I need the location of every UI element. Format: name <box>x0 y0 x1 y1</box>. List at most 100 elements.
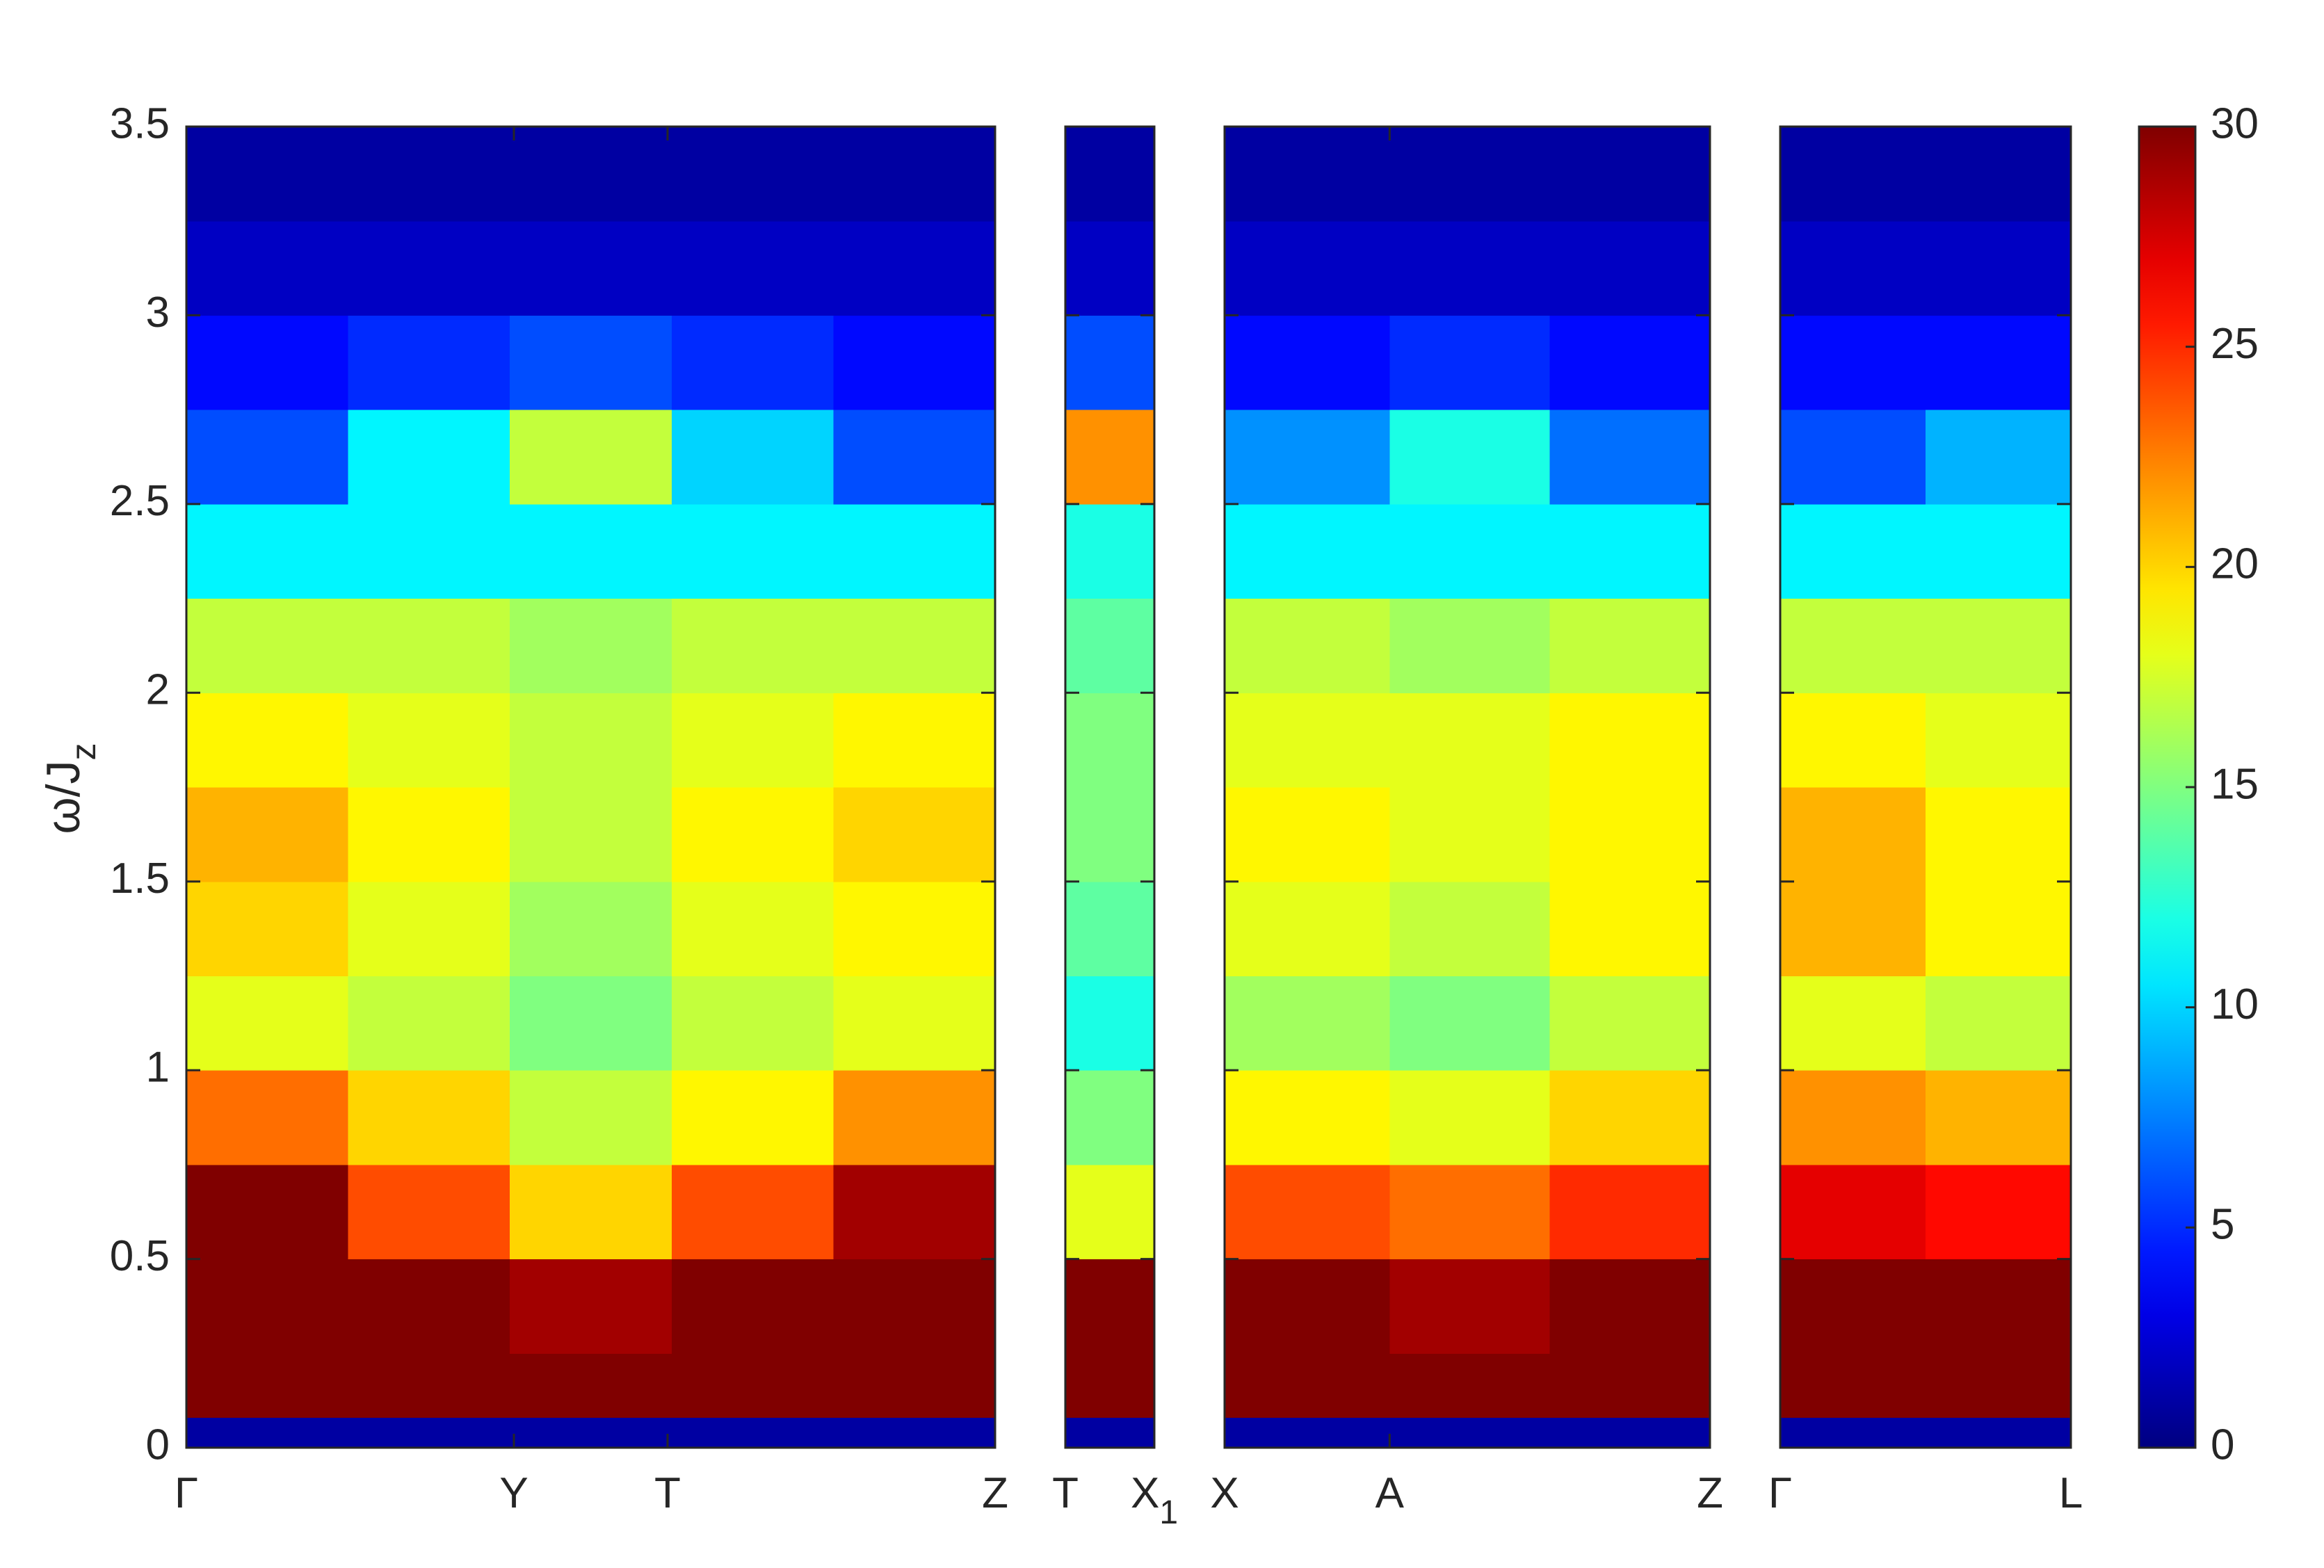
heatmap-cell <box>1780 315 1926 410</box>
heatmap-cell <box>348 1164 510 1260</box>
heatmap-cell <box>510 1353 672 1419</box>
heatmap-cell <box>186 503 349 599</box>
colorbar-tick-label: 20 <box>2211 540 2259 588</box>
heatmap-cell <box>1780 598 1926 693</box>
heatmap-cell <box>671 598 834 693</box>
heatmap-cell <box>833 1164 996 1260</box>
x-tick-label: A <box>1375 1469 1405 1517</box>
heatmap-cell <box>1926 1259 2072 1354</box>
x-tick-label-text: X <box>1210 1469 1238 1517</box>
heatmap-cell <box>1549 1070 1711 1165</box>
heatmap-cell <box>510 315 672 410</box>
y-tick-label: 0 <box>146 1421 170 1469</box>
x-tick-label: X1 <box>1131 1469 1178 1531</box>
heatmap-cell <box>348 598 510 693</box>
heatmap-cell <box>510 220 672 316</box>
heatmap-cell <box>186 220 349 316</box>
heatmap-cell <box>348 1353 510 1419</box>
heatmap-cell <box>1065 315 1155 410</box>
heatmap-cell <box>1780 1417 1926 1448</box>
heatmap-cell <box>1549 220 1711 316</box>
heatmap-cell <box>1389 1070 1551 1165</box>
heatmap-cell <box>833 315 996 410</box>
heatmap-cell <box>1780 881 1926 977</box>
heatmap-cell <box>1065 1259 1155 1354</box>
heatmap-cell <box>348 503 510 599</box>
heatmap-cell <box>671 1417 834 1448</box>
heatmap-cell <box>1389 976 1551 1071</box>
heatmap-cell <box>1065 1070 1155 1165</box>
heatmap-cell <box>1549 315 1711 410</box>
heatmap-cell <box>1225 881 1390 977</box>
heatmap-cell <box>186 315 349 410</box>
heatmap-cell <box>1549 881 1711 977</box>
heatmap-cell <box>510 787 672 882</box>
panel-frame <box>1779 125 2072 1449</box>
heatmap-cell <box>1225 1353 1390 1419</box>
heatmap-cell <box>1225 1259 1390 1354</box>
heatmap-cell <box>348 787 510 882</box>
heatmap-cell <box>510 693 672 788</box>
x-tick-label-text: T <box>1052 1469 1079 1517</box>
heatmap-cell <box>1225 503 1390 599</box>
heatmap-cell <box>1549 787 1711 882</box>
colorbar-tick-label: 15 <box>2211 760 2259 808</box>
heatmap-cell <box>1389 220 1551 316</box>
heatmap-cell <box>186 598 349 693</box>
x-tick-label-text: T <box>654 1469 681 1517</box>
heatmap-cell <box>510 1417 672 1448</box>
heatmap-cell <box>1780 410 1926 505</box>
heatmap-cell <box>833 976 996 1071</box>
heatmap-cell <box>186 1259 349 1354</box>
y-axis-label: ω/Jz <box>37 743 103 834</box>
heatmap-cell <box>1780 1164 1926 1260</box>
y-tick-label: 3 <box>146 289 170 337</box>
heatmap-cell <box>1549 1353 1711 1419</box>
heatmap-cell <box>671 315 834 410</box>
heatmap-cell <box>833 220 996 316</box>
heatmap-cell <box>833 503 996 599</box>
heatmap-cell <box>1780 1353 1926 1419</box>
heatmap-cell <box>1780 220 1926 316</box>
x-tick-label-text: Z <box>1697 1469 1723 1517</box>
heatmap-cell <box>833 881 996 977</box>
heatmap-cell <box>1389 315 1551 410</box>
heatmap-cell <box>833 598 996 693</box>
colorbar-tick-label: 25 <box>2211 320 2259 368</box>
heatmap-cell <box>671 1353 834 1419</box>
colorbar-tick-label: 0 <box>2211 1421 2234 1469</box>
heatmap-cell <box>186 1417 349 1448</box>
heatmap-cell <box>1926 127 2072 222</box>
heatmap-cell <box>671 693 834 788</box>
heatmap-cell <box>186 410 349 505</box>
x-tick-label-text: Γ <box>175 1469 198 1517</box>
x-tick-label: Y <box>499 1469 528 1517</box>
heatmap-cell <box>348 1070 510 1165</box>
heatmap-cell <box>510 1164 672 1260</box>
panel-frame <box>1223 125 1711 1449</box>
heatmap-cell <box>1926 1417 2072 1448</box>
heatmap-cell <box>1780 1259 1926 1354</box>
heatmap-cell <box>1225 315 1390 410</box>
heatmap-cell <box>1065 1417 1155 1448</box>
heatmap-cell <box>348 1259 510 1354</box>
heatmap-cell <box>186 881 349 977</box>
heatmap-cell <box>1389 598 1551 693</box>
heatmap-cell <box>671 976 834 1071</box>
heatmap-cell <box>1926 693 2072 788</box>
x-tick-label-text: A <box>1375 1469 1405 1517</box>
heatmap-cell <box>1926 220 2072 316</box>
heatmap-cell <box>833 1417 996 1448</box>
heatmap-cell <box>186 1164 349 1260</box>
x-tick-label-text: L <box>2059 1469 2083 1517</box>
heatmap-cell <box>1065 693 1155 788</box>
heatmap-cell <box>671 1164 834 1260</box>
heatmap-cell <box>1065 787 1155 882</box>
heatmap-cell <box>186 693 349 788</box>
panel-frame <box>185 125 996 1449</box>
heatmap-cell <box>1780 127 1926 222</box>
heatmap-cell <box>510 598 672 693</box>
heatmap-cell <box>348 1417 510 1448</box>
heatmap-cell <box>1926 787 2072 882</box>
